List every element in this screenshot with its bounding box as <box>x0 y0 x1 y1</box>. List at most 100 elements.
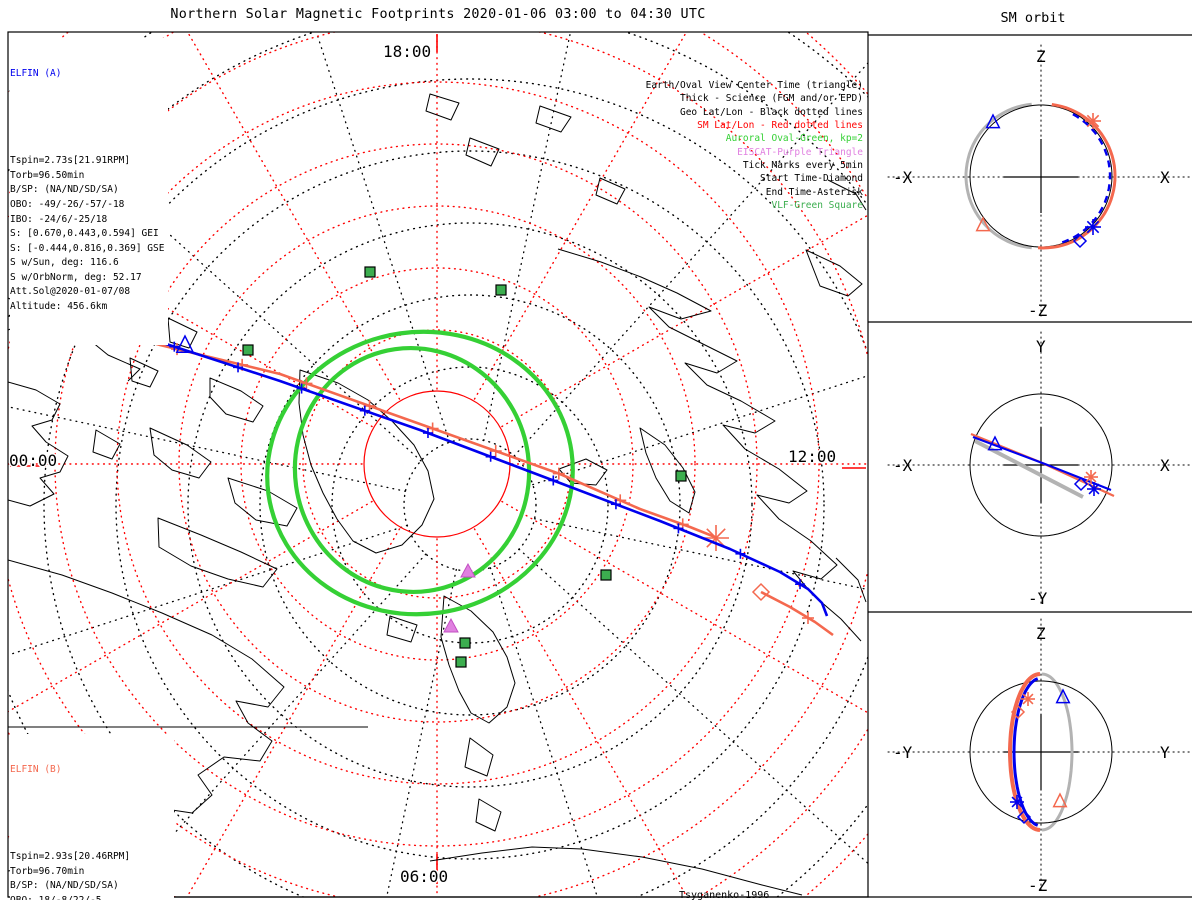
diamond-marker <box>1010 704 1026 720</box>
info-line: OBO: -49/-26/-57/-18 <box>10 199 125 211</box>
info-line: Tspin=2.73s[21.91RPM] <box>10 155 131 167</box>
coastline <box>209 377 264 423</box>
axis-label: Z <box>1036 47 1046 66</box>
info-line: Torb=96.50min <box>10 169 85 181</box>
triangle-marker <box>1055 688 1071 704</box>
vlf-square-marker <box>600 569 612 581</box>
info-line: Altitude: 456.6km <box>10 300 108 312</box>
info-line: B/SP: (NA/ND/SD/SA) <box>10 184 119 196</box>
auroral-oval <box>292 345 532 595</box>
vlf-square-marker <box>364 266 376 278</box>
vlf-square-marker <box>242 344 254 356</box>
coastline <box>558 458 608 486</box>
asterisk-marker <box>1011 796 1023 808</box>
footprint-map: 18:00 00:00 12:00 06:00 <box>7 31 869 898</box>
coastline <box>129 357 159 388</box>
elfin-b-lines: Tspin=2.93s[20.46RPM] Torb=96.70min B/SP: … <box>10 807 170 900</box>
credits: Tsyganenko-1996 Created: Mon Jan 23 14:4… <box>679 857 878 900</box>
axis-label: -Z <box>1028 301 1048 320</box>
coastline <box>465 137 500 167</box>
vlf-squares <box>242 266 687 668</box>
diamond-marker <box>1072 233 1088 249</box>
elfin-b-header: ELFIN (B) <box>10 764 62 776</box>
axis-label: Z <box>1036 624 1046 643</box>
coastline <box>827 179 867 211</box>
coastline <box>227 477 298 527</box>
info-line: S w/OrbNorm, deg: 52.17 <box>10 271 142 283</box>
diamond-marker <box>1073 476 1089 492</box>
axis-label: -Y <box>1028 589 1048 608</box>
axis-label: Y <box>1160 743 1170 762</box>
clock-label: 18:00 <box>383 42 431 61</box>
coastline <box>475 798 502 832</box>
diamond-marker <box>751 582 771 602</box>
legend-item: Geo Lat/Lon - Black dotted lines <box>679 106 863 118</box>
legend-item: End Time-Asterisk <box>765 186 863 198</box>
asterisk-marker <box>1086 114 1100 128</box>
legend-item: EISCAT-Purple Triangle <box>737 146 863 158</box>
eiscat-triangle-marker <box>460 562 476 578</box>
info-line: B/SP: (NA/ND/SD/SA) <box>10 880 119 892</box>
info-line: Tspin=2.93s[20.46RPM] <box>10 851 131 863</box>
vlf-square-marker <box>495 284 507 296</box>
axis-label: Y <box>1036 337 1046 356</box>
coastline <box>557 248 862 642</box>
clock-label: 12:00 <box>788 447 836 466</box>
sm-orbit-title: SM orbit <box>1000 10 1066 26</box>
legend-item: VLF-Green Square <box>771 200 863 212</box>
coastline <box>8 381 69 507</box>
elfin-a-info: ELFIN (A) Tspin=2.73s[21.91RPM] Torb=96.5… <box>10 38 169 346</box>
axis-label: X <box>1160 168 1170 187</box>
elfin-b-info: ELFIN (B) Tspin=2.93s[20.46RPM] Torb=96.7… <box>10 734 175 900</box>
clock-label: 06:00 <box>400 867 448 886</box>
coastline <box>535 105 572 133</box>
axis-label: -Z <box>1028 876 1048 895</box>
orbit-arc <box>969 393 1113 537</box>
triangle-marker <box>175 334 195 353</box>
info-line: IBO: -24/6/-25/18 <box>10 213 108 225</box>
panel-sm_orbit_x_z: Z -Z -X X <box>887 44 1193 320</box>
coastline <box>440 595 516 724</box>
orbit-arc <box>1037 103 1117 250</box>
info-line: OBO: 18/-8/22/-5 <box>10 894 170 900</box>
coastline <box>149 427 212 479</box>
orbit-arc <box>969 680 1113 824</box>
elfin-a-header: ELFIN (A) <box>10 68 62 80</box>
track-elfin-b-next-orbit <box>751 582 834 637</box>
orbit-arc <box>1008 672 1041 832</box>
coastline <box>805 249 863 297</box>
triangle-marker <box>985 113 1001 129</box>
coastline <box>595 177 626 205</box>
legend-item: Auroral Oval-Green, kp=2 <box>725 133 863 145</box>
orbit-arc <box>964 102 1032 250</box>
coastline <box>167 317 198 349</box>
vlf-square-marker <box>459 637 471 649</box>
model-name: Tsyganenko-1996 <box>679 890 770 900</box>
coastline <box>298 369 435 554</box>
coastline <box>425 93 460 121</box>
coastline <box>464 737 494 777</box>
track-line <box>760 590 834 637</box>
legend-item: SM Lat/Lon - Red dotted lines <box>697 120 863 132</box>
asterisk-marker <box>1086 220 1100 234</box>
eiscat-triangle-marker <box>443 617 459 633</box>
clock-labels: 18:00 00:00 12:00 06:00 <box>8 41 838 888</box>
panel-sm_orbit_x_y: Y -Y -X X <box>887 331 1193 608</box>
geo-grid <box>8 32 868 897</box>
axis-label: -X <box>893 456 913 475</box>
coastline <box>92 429 121 460</box>
coastline <box>639 427 696 514</box>
axis-label: -Y <box>893 743 913 762</box>
coastline <box>835 557 867 603</box>
legend-item: Start Time-Diamond <box>760 173 863 185</box>
vlf-square-marker <box>675 470 687 482</box>
asterisk-marker <box>706 528 726 548</box>
auroral-ovals <box>265 329 575 617</box>
coastline <box>386 615 418 643</box>
triangle-marker <box>975 216 991 232</box>
diamond-marker <box>1016 809 1032 825</box>
map-legend: Earth/Oval View Center Time (triangle) Th… <box>646 39 863 212</box>
orbit-line <box>972 435 1112 492</box>
legend-item: Earth/Oval View Center Time (triangle) <box>645 80 863 92</box>
